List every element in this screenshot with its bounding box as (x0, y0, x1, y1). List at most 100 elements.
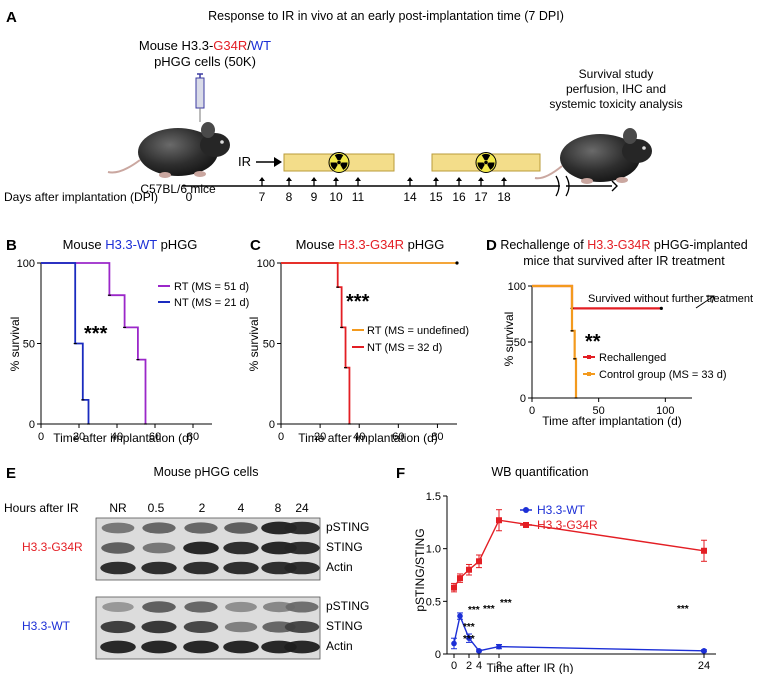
mouse-icon-left (107, 122, 230, 178)
cells-label-line1: Mouse H3.3-G34R/WT (139, 38, 271, 53)
series-line-1 (453, 613, 705, 652)
x-tick-label: 0 (278, 431, 284, 443)
panel-b-title: Mouse H3.3-WT pHGG (63, 237, 198, 252)
timeline-axis-label: Days after implantation (DPI) (4, 190, 158, 204)
panel-b-legend: RT (MS = 51 d) NT (MS = 21 d) (158, 281, 249, 309)
cells-label-line2: pHGG cells (50K) (154, 54, 256, 69)
blot2-row-STING: STING (326, 619, 363, 633)
significance-mark: *** (463, 634, 475, 645)
data-point-wt (701, 648, 707, 654)
blot-band (285, 601, 319, 613)
timeline-tick-arrow (501, 177, 507, 181)
panel-f-title: WB quantification (491, 465, 588, 479)
panel-c-legend: RT (MS = undefined) NT (MS = 32 d) (352, 325, 469, 354)
x-tick-label: 50 (593, 405, 605, 417)
panel-a: A Response to IR in vivo at an early pos… (4, 9, 683, 204)
survival-chart-d: 0 50 100 0 50 100 (508, 281, 692, 417)
panel-a-title: Response to IR in vivo at an early post-… (208, 9, 564, 23)
survival-chart-b: 0 50 100 0 20 40 60 80 (17, 258, 212, 443)
survival-study-line3: systemic toxicity analysis (549, 97, 682, 111)
x-tick-label: 2 (466, 660, 472, 672)
blot-band (223, 541, 259, 555)
blot-band (100, 640, 136, 654)
data-point-wt (451, 640, 457, 647)
panel-b-xlabel: Time after implantation (d) (53, 431, 193, 445)
x-tick-label: 60 (392, 431, 404, 443)
survival-chart-c: 0 50 100 0 20 40 60 80 (257, 258, 459, 443)
y-tick-label: 0 (29, 419, 35, 431)
y-tick-label: 50 (263, 339, 275, 351)
data-point-wt (457, 613, 463, 619)
data-point-wt (476, 648, 482, 654)
panel-d-xlabel: Time after implantation (d) (542, 414, 682, 428)
timeline-tick-arrow (311, 177, 317, 181)
blot-band (284, 640, 320, 654)
panel-e-letter: E (6, 465, 16, 482)
timeline-tick-arrow (259, 177, 265, 181)
significance-mark: *** (500, 598, 512, 609)
blot-band (142, 522, 176, 534)
panel-d: D Rechallenge of H3.3-G34R pHGG-implante… (486, 237, 753, 428)
radiation-icon (475, 152, 497, 173)
y-tick-label: 50 (514, 337, 526, 349)
timeline-day-label: 11 (352, 190, 365, 204)
x-tick-label: 100 (656, 405, 674, 417)
panel-c-xlabel: Time after implantation (d) (298, 431, 438, 445)
timeline-day-label: 7 (259, 190, 266, 204)
blot-band (284, 621, 320, 633)
blot1-row-pSTING: pSTING (326, 520, 369, 534)
panel-d-legend: Rechallenged Control group (MS = 33 d) (583, 352, 726, 381)
blot-band (100, 620, 136, 634)
x-tick-label: 0 (529, 405, 535, 417)
group-label-wt: H3.3-WT (22, 619, 71, 633)
timeline-tick-arrow (286, 177, 292, 181)
lane-label: 4 (238, 501, 245, 515)
blot-band (101, 522, 135, 534)
radiation-icon-blade (487, 162, 495, 170)
ir-label: IR (238, 154, 251, 169)
x-tick-label: 60 (149, 431, 161, 443)
blot2-row-pSTING: pSTING (326, 599, 369, 613)
panel-d-ylabel: % survival (502, 312, 516, 367)
wt-colored: WT (251, 38, 271, 53)
blot-band (141, 640, 177, 654)
end-marker (659, 306, 663, 310)
panel-c-ylabel: % survival (247, 317, 261, 372)
y-tick-label: 100 (508, 281, 526, 293)
panel-e-title: Mouse pHGG cells (154, 465, 259, 479)
x-tick-label: 80 (187, 431, 199, 443)
timeline-tick-arrow (407, 177, 413, 181)
radiation-icon-center (337, 160, 341, 165)
lane-label: 0.5 (148, 501, 165, 515)
panel-c-title: Mouse H3.3-G34R pHGG (296, 237, 445, 252)
blot-band (183, 561, 219, 575)
annotation-arrow (695, 295, 715, 309)
timeline-arrowhead (611, 180, 618, 192)
legend-d-rechallenged: Rechallenged (599, 352, 666, 364)
panel-e: E Mouse pHGG cells Hours after IR NR 0.5 2… (4, 465, 369, 660)
blot-band (102, 602, 134, 612)
panel-b-significance: *** (84, 323, 108, 345)
blot1-row-Actin: Actin (326, 560, 353, 574)
end-marker (455, 261, 459, 265)
blot-band (184, 522, 218, 534)
lane-labels: NR 0.5 2 4 8 24 (109, 501, 309, 515)
panel-d-significance: ** (585, 331, 601, 353)
blot-band (184, 601, 218, 613)
legend-b-nt: NT (MS = 21 d) (174, 297, 249, 309)
y-tick-label: 100 (257, 258, 275, 270)
timeline-tick-arrow (456, 177, 462, 181)
blot-band (142, 542, 176, 554)
y-tick-label: 0 (435, 649, 441, 661)
blot-band (225, 601, 257, 613)
data-point-g34r (466, 566, 472, 573)
axis-break-mark (565, 175, 570, 197)
radiation-icon (328, 152, 350, 173)
panel-b-ylabel: % survival (8, 317, 22, 372)
blot-band (183, 541, 219, 555)
significance-mark: *** (463, 622, 475, 633)
blot-band (262, 601, 296, 613)
western-blot-g34r (95, 517, 321, 581)
radiation-icon-blade (334, 153, 344, 161)
timeline: 0 7 8 9 10 11 14 15 16 17 18 (182, 175, 618, 204)
